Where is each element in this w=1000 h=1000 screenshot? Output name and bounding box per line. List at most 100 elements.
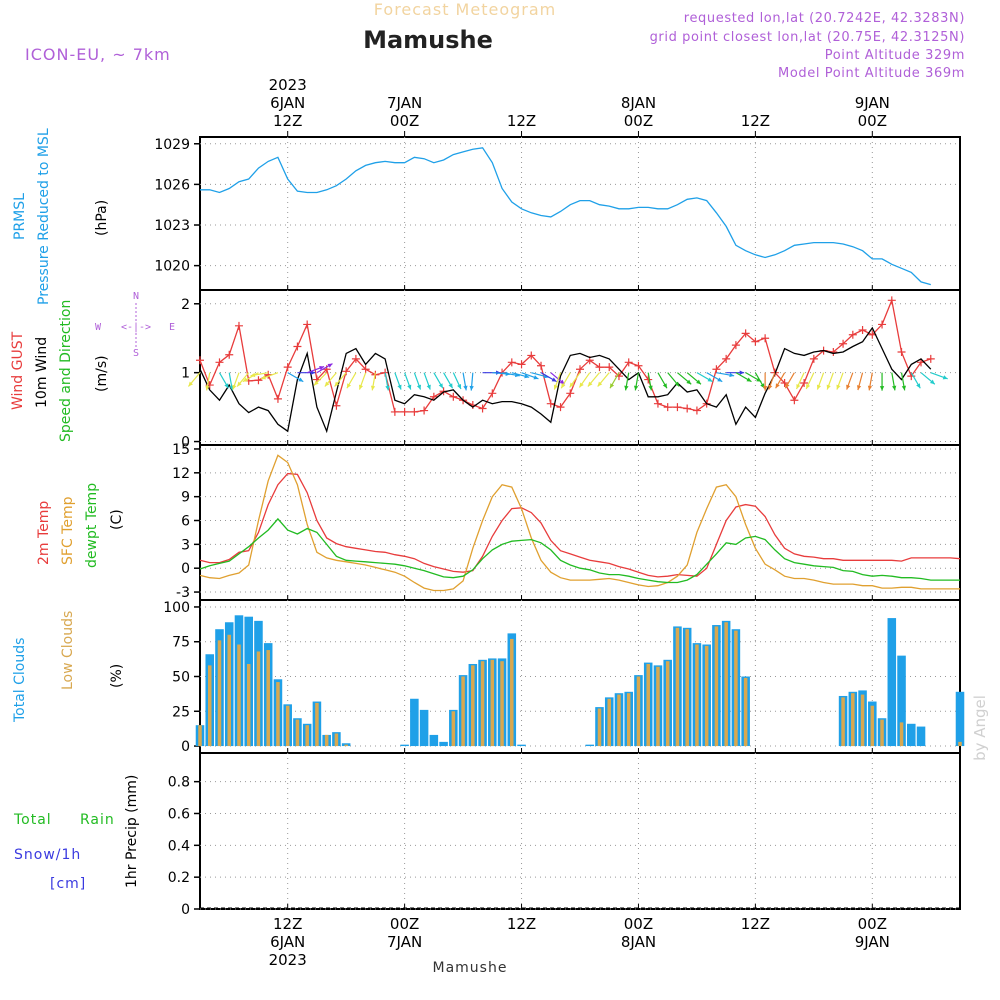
wind-arrow-head — [806, 383, 811, 389]
total-cloud-bar — [897, 655, 906, 747]
gust-marker — [537, 361, 546, 370]
low-cloud-bar — [841, 697, 845, 747]
low-cloud-bar — [227, 634, 231, 747]
low-cloud-bar — [246, 663, 251, 747]
wind-arrow-head — [633, 385, 639, 391]
gust-marker — [225, 350, 234, 359]
top-time-label: 2023 — [269, 76, 307, 94]
wind-arrow-head — [826, 384, 831, 390]
wind-arrow-head — [696, 379, 701, 385]
low-cloud-bar — [617, 694, 621, 747]
low-cloud-bar — [597, 708, 602, 747]
bottom-time-label: 12Z — [507, 915, 536, 933]
gust-marker — [273, 394, 282, 403]
total-cloud-bar — [955, 691, 965, 747]
low-cloud-bar — [851, 693, 855, 747]
top-time-label: 8JAN — [621, 94, 656, 112]
y-tick-label: 0 — [181, 435, 190, 451]
precip-axis-label: 1hr Precip (mm) — [124, 775, 140, 888]
wind-arrow-head — [569, 382, 575, 388]
wind-arrow-head — [662, 383, 667, 389]
wind-arrow-head — [188, 381, 193, 387]
wind-arrow-head — [579, 382, 584, 388]
compass-east: E — [169, 322, 175, 333]
low-cloud-bar — [695, 644, 699, 747]
bottom-time-label: 7JAN — [387, 933, 422, 951]
precip-total-label: Total — [13, 812, 52, 828]
wind-arrow-head — [553, 384, 558, 390]
panels: 1020102310261029012-30369121502550751000… — [154, 136, 965, 918]
gust-marker — [566, 389, 575, 398]
precip-cm-label: [cm] — [50, 876, 86, 892]
low-cloud-bar — [305, 725, 309, 747]
low-cloud-bar — [266, 650, 270, 747]
panel-frame — [199, 752, 961, 910]
gust-marker — [215, 358, 224, 367]
cloud-unit-label: (%) — [109, 664, 125, 688]
wind-arrow-head — [846, 384, 851, 390]
top-time-label: 12Z — [507, 112, 536, 130]
wind-arrow-head — [929, 379, 935, 385]
point-altitude: Point Altitude 329m — [825, 48, 965, 63]
wind-arrow-head — [587, 381, 593, 387]
gust-marker — [507, 358, 516, 367]
top-time-label: 00Z — [858, 112, 887, 130]
low-cloud-bar — [237, 644, 241, 747]
wind-arrow-head — [796, 383, 801, 389]
wind-gust-label: Wind GUST — [10, 331, 26, 410]
wind-arrow-head — [385, 385, 390, 391]
wind-arrow-head — [319, 366, 325, 371]
low-cloud-bar — [490, 659, 495, 747]
precip-rain-label: Rain — [80, 812, 115, 828]
low-cloud-bar — [207, 665, 212, 747]
compass-west: W — [95, 322, 102, 333]
gust-marker — [644, 375, 653, 384]
total-cloud-bar — [887, 618, 897, 747]
wind-arrow-head — [867, 385, 873, 391]
wind-arrow-head — [739, 370, 745, 375]
gust-marker — [410, 407, 419, 416]
wind-arrow-head — [942, 375, 948, 380]
series-line-0 — [200, 147, 931, 286]
y-tick-label: 0.8 — [168, 775, 190, 791]
compass-center: <-|-> — [121, 322, 151, 333]
low-cloud-bar — [500, 661, 504, 747]
gust-marker — [878, 320, 887, 329]
station-title: Mamushe — [363, 26, 493, 54]
bottom-time-label: 00Z — [858, 915, 887, 933]
gust-marker — [741, 329, 750, 338]
series-line-1 — [199, 454, 960, 592]
low-cloud-bar — [324, 734, 329, 747]
gust-marker — [283, 363, 292, 372]
panel-frame — [199, 136, 961, 291]
panel-2: -3 0 3 6 9 12 15 — [172, 442, 961, 601]
low-cloud-bar — [256, 651, 261, 747]
wind-arrow-head — [762, 386, 768, 391]
total-cloud-bar — [585, 744, 595, 747]
temp-unit-label: (C) — [109, 509, 125, 530]
low-cloud-bar — [646, 663, 650, 747]
low-cloud-bar — [899, 722, 904, 747]
gust-marker — [809, 354, 818, 363]
precip-snow-label: Snow/1h — [14, 847, 81, 863]
temp-2m-label: 2m Temp — [36, 501, 52, 565]
wind-arrow-head — [397, 384, 402, 390]
wind-arrow-head — [707, 377, 713, 382]
gust-marker — [605, 363, 614, 372]
panel-4: 0 0.2 0.4 0.6 0.8 — [168, 752, 961, 918]
low-cloud-bar — [675, 627, 680, 747]
y-tick-label: 25 — [172, 704, 190, 720]
wind-arrow-head — [775, 383, 780, 389]
y-tick-label: 9 — [181, 490, 190, 506]
wind-arrow-head — [313, 380, 319, 386]
gust-marker — [800, 379, 809, 387]
wind-arrow-head — [785, 383, 790, 389]
y-tick-label: 0 — [181, 561, 190, 577]
wind-arrow-head — [346, 383, 352, 389]
compass-north: N — [133, 291, 139, 302]
bottom-time-label: 8JAN — [621, 933, 656, 951]
wind-arrow-head — [232, 384, 237, 390]
gust-marker — [517, 360, 526, 369]
